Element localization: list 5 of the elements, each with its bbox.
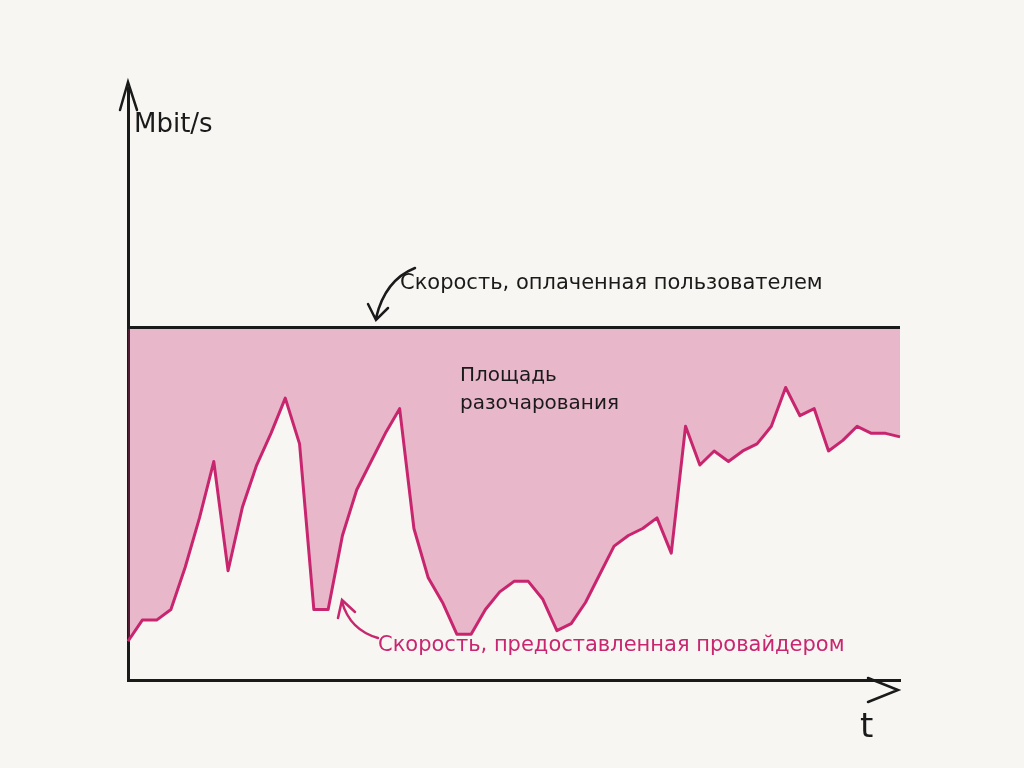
x-axis-title: t [860,705,874,745]
annotation: Площадь разочарования [460,361,620,416]
text: Mbit/s [134,108,213,138]
series-label: Скорость, оплаченная пользователем [400,269,823,294]
legend-label: Скорость, предоставленная провайдером [378,632,845,656]
